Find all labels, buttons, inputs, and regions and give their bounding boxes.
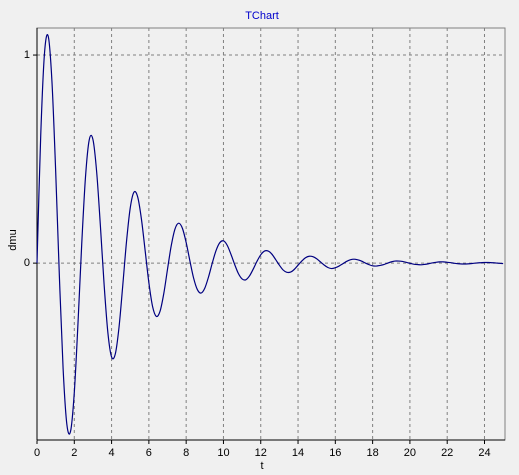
x-tick-label: 16 bbox=[329, 447, 341, 459]
x-tick-label: 6 bbox=[146, 447, 152, 459]
x-tick-label: 8 bbox=[183, 447, 189, 459]
x-tick-label: 12 bbox=[255, 447, 267, 459]
chart-title: TChart bbox=[245, 10, 279, 22]
y-tick-label: 0 bbox=[24, 257, 30, 269]
plot-background bbox=[37, 28, 505, 440]
x-tick-label: 18 bbox=[366, 447, 378, 459]
x-tick-label: 22 bbox=[441, 447, 453, 459]
x-tick-label: 24 bbox=[478, 447, 490, 459]
x-tick-label: 10 bbox=[217, 447, 229, 459]
y-axis-label: dmu bbox=[7, 229, 19, 250]
x-tick-label: 20 bbox=[404, 447, 416, 459]
x-tick-label: 4 bbox=[109, 447, 115, 459]
x-tick-label: 0 bbox=[34, 447, 40, 459]
y-tick-label: 1 bbox=[24, 49, 30, 61]
x-tick-label: 2 bbox=[71, 447, 77, 459]
x-tick-label: 14 bbox=[292, 447, 304, 459]
x-axis-label: t bbox=[260, 460, 263, 472]
line-series bbox=[36, 34, 504, 435]
